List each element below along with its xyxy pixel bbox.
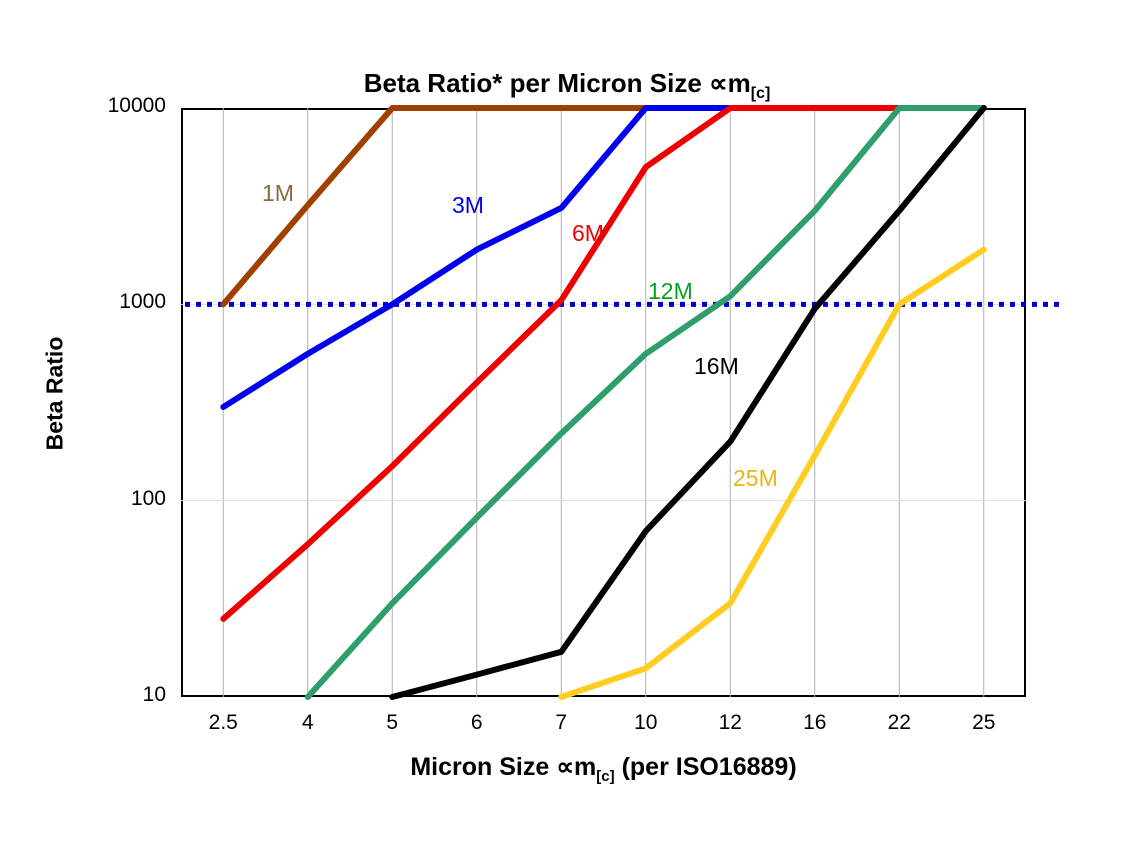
chart-title: Beta Ratio* per Micron Size ∝m[c] bbox=[0, 68, 1134, 103]
x-tick-label-2.5: 2.5 bbox=[208, 711, 238, 734]
series-label-12M: 12M bbox=[648, 278, 693, 304]
series-label-25M: 25M bbox=[733, 465, 778, 491]
x-tick-label-10: 10 bbox=[634, 711, 658, 734]
x-tick-label-5: 5 bbox=[386, 711, 399, 734]
x-axis-title-main: Micron Size ∝m bbox=[410, 753, 597, 781]
chart-title-main: Beta Ratio* per Micron Size ∝m bbox=[363, 68, 751, 98]
x-axis-title-tail: (per ISO16889) bbox=[614, 753, 797, 781]
x-axis-title: Micron Size ∝m[c] (per ISO16889) bbox=[181, 752, 1026, 785]
x-tick-label-25: 25 bbox=[972, 711, 996, 734]
y-tick-label-10000: 10000 bbox=[107, 94, 166, 117]
chart-title-subscript: [c] bbox=[750, 85, 771, 103]
series-label-1M: 1M bbox=[262, 180, 294, 206]
x-tick-label-12: 12 bbox=[718, 711, 742, 734]
y-tick-label-1000: 1000 bbox=[119, 290, 166, 314]
plot-area bbox=[181, 108, 1026, 697]
x-tick-label-4: 4 bbox=[301, 711, 314, 734]
series-label-3M: 3M bbox=[452, 192, 484, 218]
series-label-6M: 6M bbox=[572, 220, 604, 246]
x-tick-label-7: 7 bbox=[555, 711, 568, 734]
y-tick-label-10: 10 bbox=[142, 683, 166, 706]
x-tick-label-6: 6 bbox=[470, 711, 483, 734]
x-tick-label-16: 16 bbox=[803, 711, 827, 734]
series-label-16M: 16M bbox=[694, 353, 739, 379]
y-tick-label-100: 100 bbox=[130, 486, 166, 510]
x-axis-title-subscript: [c] bbox=[596, 768, 615, 785]
x-tick-label-22: 22 bbox=[887, 711, 911, 734]
